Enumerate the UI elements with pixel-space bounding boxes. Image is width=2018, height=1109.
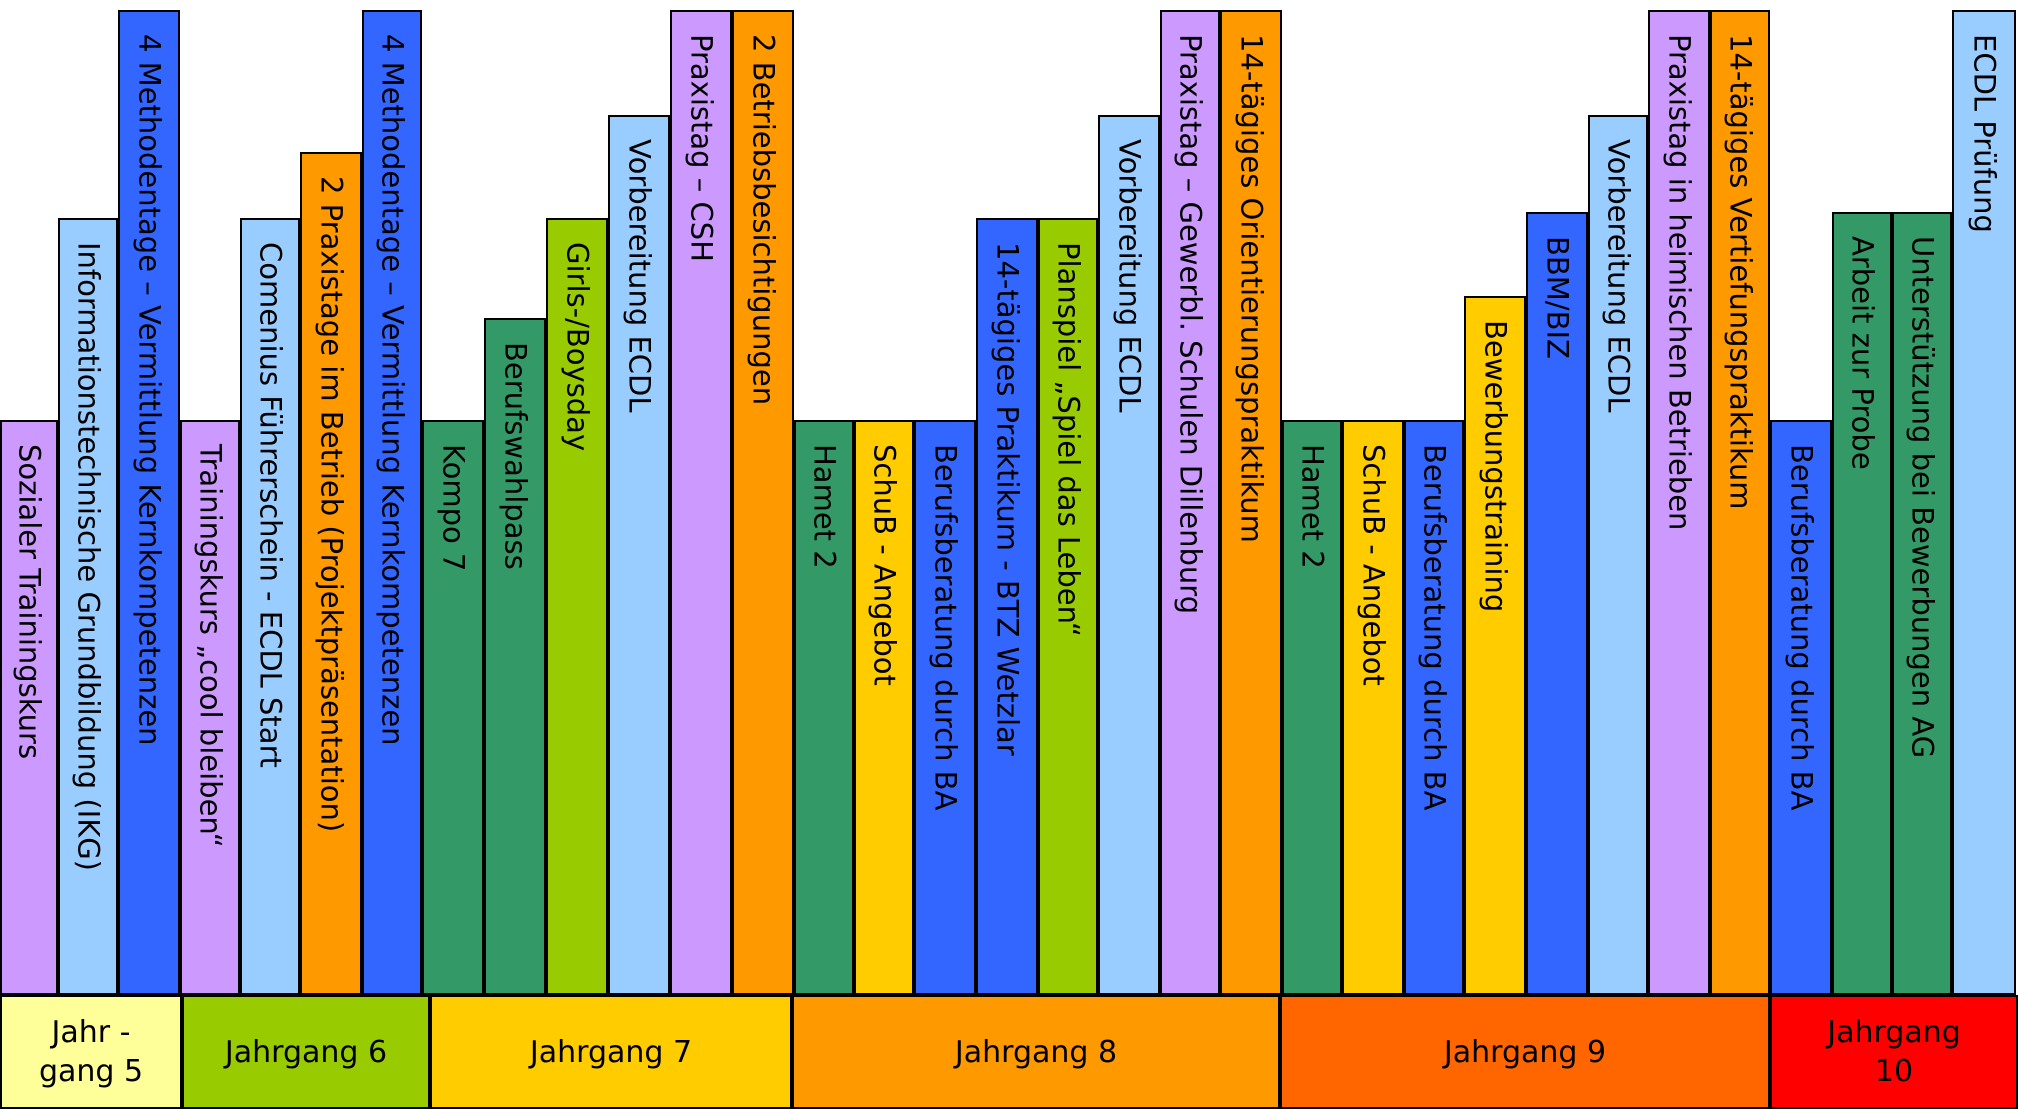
book-label: 4 Methodentage – Vermittlung Kernkompete… bbox=[132, 34, 167, 746]
book-label: 14-tägiges Praktikum - BTZ Wetzlar bbox=[990, 242, 1025, 756]
book-spine: Girls-/Boysday bbox=[546, 218, 608, 995]
book-label: Praxistag – CSH bbox=[684, 34, 719, 262]
book-label: Sozialer Trainingskurs bbox=[12, 444, 47, 760]
book-spine: Berufsberatung durch BA bbox=[1770, 420, 1832, 995]
book-spine: Vorbereitung ECDL bbox=[608, 115, 670, 995]
book-spine: Unterstützung bei Bewerbungen AG bbox=[1892, 212, 1952, 995]
book-spine: Praxistag – CSH bbox=[670, 10, 732, 995]
grade-text: Jahrgang 8 bbox=[954, 1034, 1118, 1070]
book-spine: Hamet 2 bbox=[1282, 420, 1342, 995]
book-spine: SchuB - Angebot bbox=[1342, 420, 1404, 995]
book-label: Informationstechnische Grundbildung (IKG… bbox=[71, 242, 106, 871]
book-label: Berufsberatung durch BA bbox=[1784, 444, 1819, 811]
book-label: Planspiel „Spiel das Leben“ bbox=[1051, 242, 1086, 637]
book-spine: 4 Methodentage – Vermittlung Kernkompete… bbox=[118, 10, 180, 995]
book-spine: Hamet 2 bbox=[794, 420, 854, 995]
book-label: SchuB - Angebot bbox=[1356, 444, 1391, 686]
book-label: Berufsberatung durch BA bbox=[1417, 444, 1452, 811]
book-spine: Berufsberatung durch BA bbox=[1404, 420, 1464, 995]
book-spine: 4 Methodentage – Vermittlung Kernkompete… bbox=[362, 10, 422, 995]
grade-label-8: Jahrgang 8 bbox=[792, 995, 1280, 1109]
grade-text: Jahrgang 7 bbox=[529, 1034, 693, 1070]
book-spine: Bewerbungstraining bbox=[1464, 296, 1526, 995]
book-spine: Vorbereitung ECDL bbox=[1098, 115, 1160, 995]
grade-text: Jahrgang 10 bbox=[1827, 1015, 1961, 1089]
book-spine: 2 Praxistage im Betrieb (Projektpräsenta… bbox=[300, 152, 362, 995]
book-label: 14-tägiges Orientierungspraktikum bbox=[1234, 34, 1269, 543]
book-label: Hamet 2 bbox=[807, 444, 842, 569]
book-label: Berufsberatung durch BA bbox=[928, 444, 963, 811]
book-spine: Praxistag in heimischen Betrieben bbox=[1648, 10, 1710, 995]
book-label: Hamet 2 bbox=[1295, 444, 1330, 569]
grade-label-10: Jahrgang 10 bbox=[1770, 995, 2018, 1109]
book-label: Praxistag in heimischen Betrieben bbox=[1662, 34, 1697, 531]
book-spine: Berufsberatung durch BA bbox=[914, 420, 976, 995]
book-label: Berufswahlpass bbox=[498, 342, 533, 570]
grade-label-9: Jahrgang 9 bbox=[1280, 995, 1770, 1109]
book-label: Vorbereitung ECDL bbox=[622, 139, 657, 413]
book-label: Vorbereitung ECDL bbox=[1601, 139, 1636, 413]
book-spine: SchuB - Angebot bbox=[854, 420, 914, 995]
book-spine: Kompo 7 bbox=[422, 420, 484, 995]
grade-label-7: Jahrgang 7 bbox=[430, 995, 792, 1109]
book-label: Comenius Führerschein - ECDL Start bbox=[253, 242, 288, 768]
book-label: BBM/BIZ bbox=[1540, 236, 1575, 359]
book-spine: 14-tägiges Vertiefungspraktikum bbox=[1710, 10, 1770, 995]
book-spine: Berufswahlpass bbox=[484, 318, 546, 995]
book-spine: 14-tägiges Orientierungspraktikum bbox=[1220, 10, 1282, 995]
book-spine: Sozialer Trainingskurs bbox=[0, 420, 58, 995]
book-spine: Planspiel „Spiel das Leben“ bbox=[1038, 218, 1098, 995]
book-label: 2 Praxistage im Betrieb (Projektpräsenta… bbox=[314, 176, 349, 833]
grade-text: Jahr - gang 5 bbox=[38, 1015, 144, 1089]
book-spine: Arbeit zur Probe bbox=[1832, 212, 1892, 995]
book-label: 4 Methodentage – Vermittlung Kernkompete… bbox=[375, 34, 410, 746]
book-label: ECDL Prüfung bbox=[1967, 34, 2002, 233]
book-label: 2 Betriebsbesichtigungen bbox=[746, 34, 781, 406]
book-label: Unterstützung bei Bewerbungen AG bbox=[1905, 236, 1940, 759]
book-label: Vorbereitung ECDL bbox=[1112, 139, 1147, 413]
book-label: Trainingskurs „cool bleiben“ bbox=[193, 444, 228, 848]
grade-label-6: Jahrgang 6 bbox=[182, 995, 430, 1109]
grade-text: Jahrgang 9 bbox=[1443, 1034, 1607, 1070]
book-spine: Comenius Führerschein - ECDL Start bbox=[240, 218, 300, 995]
book-label: Praxistag – Gewerbl. Schulen Dillenburg bbox=[1173, 34, 1208, 615]
book-label: 14-tägiges Vertiefungspraktikum bbox=[1723, 34, 1758, 510]
book-spine: ECDL Prüfung bbox=[1952, 10, 2016, 995]
grade-label-5: Jahr - gang 5 bbox=[0, 995, 182, 1109]
grade-text: Jahrgang 6 bbox=[224, 1034, 388, 1070]
book-label: Arbeit zur Probe bbox=[1845, 236, 1880, 470]
book-spine: Vorbereitung ECDL bbox=[1588, 115, 1648, 995]
book-label: Kompo 7 bbox=[436, 444, 471, 572]
book-spine: BBM/BIZ bbox=[1526, 212, 1588, 995]
book-spine: 2 Betriebsbesichtigungen bbox=[732, 10, 794, 995]
book-spine: Praxistag – Gewerbl. Schulen Dillenburg bbox=[1160, 10, 1220, 995]
book-spine: Trainingskurs „cool bleiben“ bbox=[180, 420, 240, 995]
book-label: Girls-/Boysday bbox=[560, 242, 595, 452]
book-label: SchuB - Angebot bbox=[867, 444, 902, 686]
book-label: Bewerbungstraining bbox=[1478, 320, 1513, 613]
book-spine: 14-tägiges Praktikum - BTZ Wetzlar bbox=[976, 218, 1038, 995]
book-spine: Informationstechnische Grundbildung (IKG… bbox=[58, 218, 118, 995]
